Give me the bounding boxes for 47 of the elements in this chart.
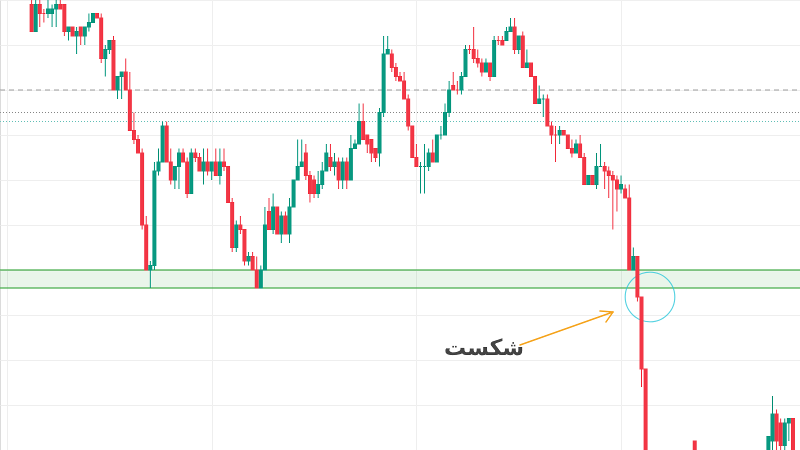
candlestick	[344, 157, 349, 190]
candlestick	[610, 170, 615, 230]
candlestick	[176, 148, 181, 190]
candlestick	[279, 211, 284, 244]
candlestick	[332, 152, 337, 176]
candlestick	[516, 36, 521, 54]
candlestick	[54, 0, 58, 28]
candlestick	[537, 85, 542, 104]
candlestick	[336, 157, 341, 190]
annotation: شکست	[444, 336, 524, 361]
candlestick	[271, 193, 276, 234]
candlestick	[430, 139, 435, 162]
candlestick	[46, 0, 50, 18]
candlestick	[234, 220, 238, 252]
candlestick	[328, 144, 332, 172]
candlestick	[484, 58, 488, 72]
candlestick	[488, 62, 492, 82]
candlestick	[66, 26, 70, 41]
candlestick	[451, 72, 456, 90]
candlestick	[197, 152, 202, 172]
candlestick	[524, 49, 529, 68]
candlestick	[38, 0, 42, 28]
candlestick	[50, 4, 54, 28]
candlestick	[574, 139, 578, 154]
candlestick	[631, 247, 636, 270]
candlestick	[340, 157, 345, 190]
candlestick	[594, 152, 598, 190]
candlestick	[74, 26, 79, 54]
candlestick	[210, 162, 214, 180]
candlestick	[504, 26, 508, 41]
candlestick	[558, 126, 562, 144]
candlestick	[619, 175, 624, 194]
candlestick	[472, 26, 476, 64]
candlestick	[218, 148, 222, 185]
candlestick	[120, 72, 124, 100]
candlestick	[202, 148, 206, 185]
candlestick	[782, 418, 787, 450]
candlestick	[602, 162, 607, 190]
candlestick	[206, 148, 210, 176]
candlestick	[78, 26, 83, 46]
candlestick	[246, 252, 251, 266]
candlestick	[214, 148, 218, 176]
candlestick	[267, 198, 272, 230]
candlestick	[312, 175, 316, 198]
candlestick	[512, 18, 517, 54]
candlestick	[283, 211, 288, 234]
candlestick	[254, 256, 259, 288]
